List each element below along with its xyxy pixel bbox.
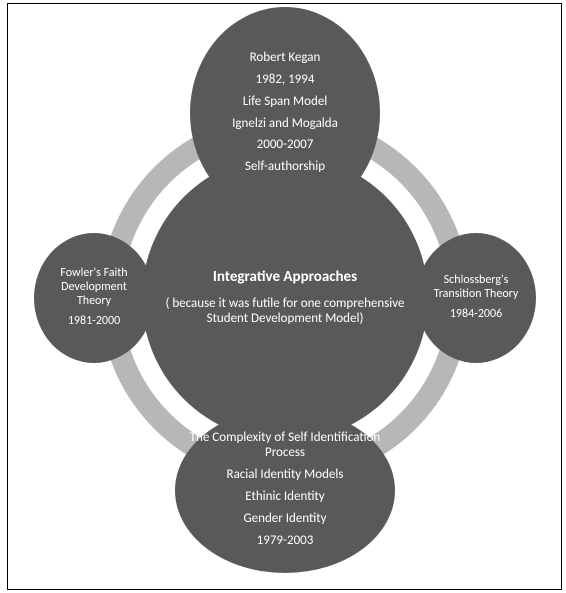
node-line: 1982, 1994 xyxy=(256,73,315,88)
node-bottom: The Complexity of Self Identification Pr… xyxy=(175,408,395,573)
node-line: Fowler's Faith Development Theory xyxy=(44,267,144,308)
node-left: Fowler's Faith Development Theory 1981-20… xyxy=(34,233,154,363)
center-title: Integrative Approaches xyxy=(213,269,357,286)
node-line: Gender Identity xyxy=(243,512,326,527)
node-line: Ethinic Identity xyxy=(245,490,324,505)
node-top: Robert Kegan 1982, 1994 Life Span Model Ign… xyxy=(190,7,380,219)
node-line: Self-authorship xyxy=(245,160,325,175)
node-line: 1981-2000 xyxy=(68,315,120,329)
node-line: 1984-2006 xyxy=(450,308,502,322)
node-line: 2000-2007 xyxy=(257,138,314,153)
node-line: Ignelzi and Mogalda xyxy=(232,117,338,132)
node-line: Robert Kegan xyxy=(250,51,321,66)
node-line: Life Span Model xyxy=(243,95,328,110)
node-right: Schlossberg's Transition Theory 1984-2006 xyxy=(416,233,536,363)
node-line: Racial Identity Models xyxy=(227,468,344,483)
node-line: The Complexity of Self Identification Pr… xyxy=(185,431,385,461)
center-subtitle: ( because it was futile for one comprehe… xyxy=(142,297,428,327)
node-line: Schlossberg's Transition Theory xyxy=(426,274,526,302)
node-line: 1979-2003 xyxy=(257,534,314,549)
